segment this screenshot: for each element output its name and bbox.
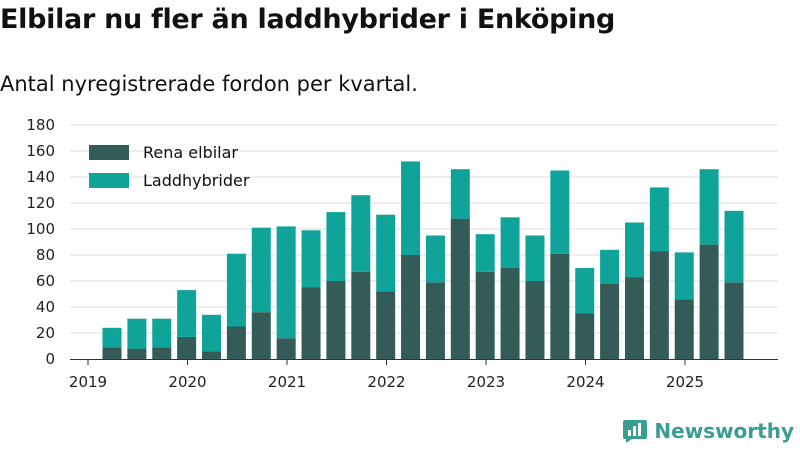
y-axis-ticks: 0 20 40 60 80 100 120 140 160 180 bbox=[26, 116, 55, 368]
bar-laddhybrider bbox=[600, 249, 620, 284]
y-tick-label: 0 bbox=[45, 350, 55, 368]
bar-laddhybrider bbox=[152, 318, 172, 348]
newsworthy-logo-text: Newsworthy bbox=[654, 419, 794, 443]
bar-rena-elbilar bbox=[550, 253, 570, 359]
bar-laddhybrider bbox=[276, 226, 296, 339]
legend-item-laddhybrider-label: Laddhybrider bbox=[143, 171, 250, 190]
bar-laddhybrider bbox=[699, 169, 719, 245]
y-tick-label: 100 bbox=[26, 220, 55, 238]
x-tick-label: 2023 bbox=[467, 373, 505, 391]
bar-rena-elbilar bbox=[127, 348, 147, 359]
x-tick-label: 2022 bbox=[367, 373, 405, 391]
legend: Rena elbilar Laddhybrider bbox=[89, 143, 250, 190]
bar-laddhybrider bbox=[351, 195, 371, 272]
bar-laddhybrider bbox=[127, 318, 147, 349]
bar-rena-elbilar bbox=[500, 268, 520, 359]
bar-laddhybrider bbox=[326, 212, 346, 281]
y-tick-label: 160 bbox=[26, 142, 55, 160]
x-axis: 2019 2020 2021 2022 2023 2024 2025 bbox=[69, 359, 778, 391]
bar-rena-elbilar bbox=[624, 277, 644, 359]
x-tick-label: 2020 bbox=[168, 373, 206, 391]
bar-rena-elbilar bbox=[251, 312, 271, 359]
chart-subtitle: Antal nyregistrerade fordon per kvartal. bbox=[0, 72, 418, 96]
y-tick-label: 60 bbox=[36, 272, 55, 290]
bar-laddhybrider bbox=[674, 252, 694, 300]
bar-laddhybrider bbox=[550, 170, 570, 254]
bar-rena-elbilar bbox=[102, 347, 122, 359]
y-tick-label: 40 bbox=[36, 298, 55, 316]
bar-rena-elbilar bbox=[425, 282, 445, 359]
bar-laddhybrider bbox=[450, 169, 470, 219]
y-tick-label: 120 bbox=[26, 194, 55, 212]
y-tick-label: 140 bbox=[26, 168, 55, 186]
bar-rena-elbilar bbox=[202, 351, 222, 359]
bar-laddhybrider bbox=[202, 314, 222, 352]
bar-laddhybrider bbox=[575, 268, 595, 314]
bar-laddhybrider bbox=[376, 214, 396, 292]
legend-item-laddhybrider-swatch bbox=[89, 173, 129, 188]
bar-rena-elbilar bbox=[450, 218, 470, 359]
bar-rena-elbilar bbox=[152, 347, 172, 359]
x-tick-label: 2024 bbox=[566, 373, 604, 391]
bar-rena-elbilar bbox=[226, 326, 246, 359]
legend-item-rena-elbilar-label: Rena elbilar bbox=[143, 143, 238, 162]
x-tick-label: 2021 bbox=[268, 373, 306, 391]
y-tick-label: 20 bbox=[36, 324, 55, 342]
bar-laddhybrider bbox=[425, 235, 445, 283]
x-tick-label: 2019 bbox=[69, 373, 107, 391]
bar-laddhybrider bbox=[525, 235, 545, 281]
bar-rena-elbilar bbox=[525, 281, 545, 359]
x-tick-label: 2025 bbox=[666, 373, 704, 391]
bar-rena-elbilar bbox=[724, 282, 744, 359]
bar-rena-elbilar bbox=[575, 313, 595, 359]
chart-title: Elbilar nu fler än laddhybrider i Enköpi… bbox=[0, 4, 616, 35]
bar-laddhybrider bbox=[500, 217, 520, 268]
bar-laddhybrider bbox=[226, 253, 246, 327]
bar-rena-elbilar bbox=[401, 255, 421, 359]
bar-rena-elbilar bbox=[276, 338, 296, 359]
bar-rena-elbilar bbox=[699, 244, 719, 359]
bar-rena-elbilar bbox=[600, 283, 620, 359]
bar-rena-elbilar bbox=[351, 271, 371, 359]
bar-laddhybrider bbox=[102, 327, 122, 348]
bar-laddhybrider bbox=[649, 187, 669, 252]
bar-rena-elbilar bbox=[177, 336, 197, 359]
bar-laddhybrider bbox=[251, 227, 271, 313]
bars bbox=[102, 161, 744, 359]
bar-laddhybrider bbox=[177, 290, 197, 337]
bar-laddhybrider bbox=[475, 234, 495, 272]
bar-rena-elbilar bbox=[674, 299, 694, 359]
bar-laddhybrider bbox=[401, 161, 421, 255]
bar-rena-elbilar bbox=[301, 287, 321, 359]
y-tick-label: 80 bbox=[36, 246, 55, 264]
bar-laddhybrider bbox=[724, 210, 744, 283]
bar-laddhybrider bbox=[624, 222, 644, 278]
newsworthy-logo: Newsworthy bbox=[622, 418, 794, 444]
newsworthy-logo-icon bbox=[623, 420, 648, 443]
y-tick-label: 180 bbox=[26, 116, 55, 134]
bar-laddhybrider bbox=[301, 230, 321, 288]
bar-rena-elbilar bbox=[475, 271, 495, 359]
legend-item-rena-elbilar-swatch bbox=[89, 145, 129, 160]
bar-rena-elbilar bbox=[649, 251, 669, 359]
bar-rena-elbilar bbox=[376, 291, 396, 359]
bar-rena-elbilar bbox=[326, 281, 346, 359]
